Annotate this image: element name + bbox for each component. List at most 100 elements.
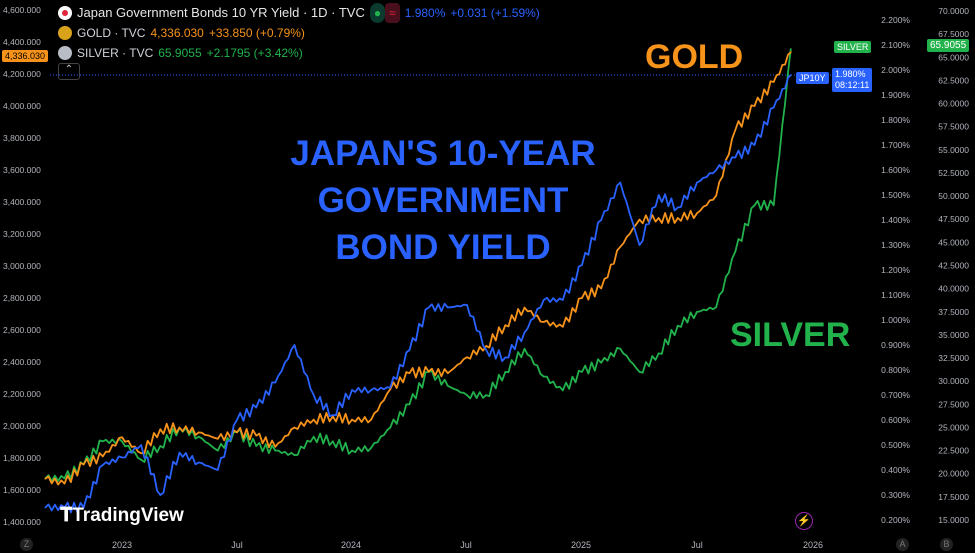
left-axis-tick: 1,600.000 [3,485,41,495]
left-axis-tick: 2,200.000 [3,389,41,399]
jp10y-point [44,506,47,509]
left-axis-tick: 3,000.000 [3,261,41,271]
log-scale-button[interactable]: B [940,538,953,551]
legend-jp-change: +0.031 (+1.59%) [450,6,540,20]
gold-point [236,431,238,434]
gold-point [44,478,47,480]
silver-point [63,477,66,480]
legend-silver-change: +2.1795 (+3.42%) [206,46,303,60]
x-axis-tick: 2025 [571,540,591,550]
jp-annotation: JAPAN'S 10-YEAR GOVERNMENT BOND YIELD [270,130,616,271]
jp10y-point [427,306,430,309]
gold-point [600,287,602,290]
gold-series-line [44,51,792,486]
gold-point [696,212,698,214]
tradingview-logo-icon: 𝐓 [60,505,73,526]
silver-point [677,324,679,327]
gold-point [408,372,411,375]
jp10y-point [408,349,411,351]
left-axis-tick: 3,400.000 [3,197,41,207]
jp10y-point [734,156,737,159]
silver-point [753,204,756,207]
right-axis-tick: 45.0000 [938,237,969,247]
gold-point [638,218,641,221]
gold-point [447,372,449,375]
silver-point [562,389,564,392]
gold-point [753,105,756,107]
gold-point [255,434,257,437]
right-axis-tick: 15.0000 [938,515,969,525]
delay-icon: ≈ [385,3,400,23]
jp-label-tag: JP10Y [796,72,829,84]
jp10y-point [600,219,602,221]
right-axis-tick: 55.0000 [938,145,969,155]
gold-point [427,370,430,373]
jp-annotation-line1: JAPAN'S 10-YEAR [290,134,596,173]
jp10y-point [485,349,487,351]
gold-point [562,326,564,328]
right-axis-tick: 60.0000 [938,99,969,109]
silver-point [274,449,277,452]
right-axis-tick: 35.0000 [938,330,969,340]
middle-axis-tick: 2.100% [881,40,910,50]
right-axis-tick: 65.0000 [938,52,969,62]
right-axis-tick: 22.5000 [938,446,969,456]
jp10y-point [255,406,257,409]
lightning-icon[interactable]: ⚡ [795,512,813,530]
legend-silver-title: SILVER · TVC [77,46,154,60]
silver-point [255,445,257,447]
silver-point [657,352,660,355]
left-axis-tick: 3,800.000 [3,133,41,143]
x-axis-tick: Jul [460,540,472,550]
jp10y-point [140,444,142,446]
middle-axis-tick: 0.900% [881,340,910,350]
jp10y-point [523,331,526,334]
silver-point [102,440,104,443]
silver-price-tag: 65.9055 [927,39,970,52]
japan-flag-icon [58,6,72,20]
logo-text: TradingView [72,505,184,526]
jp10y-series-line [44,74,792,514]
silver-point [772,204,775,207]
left-axis-tick: 3,200.000 [3,229,41,239]
jp10y-point [178,451,181,454]
right-axis-tick: 32.5000 [938,353,969,363]
gold-point [485,345,487,347]
legend-gold[interactable]: GOLD · TVC 4,336.030 +33.850 (+0.79%) [58,23,540,43]
middle-axis-tick: 2.200% [881,15,910,25]
legend: Japan Government Bonds 10 YR Yield · 1D … [58,3,540,63]
gold-point [523,306,526,309]
zoom-button[interactable]: Z [20,538,33,551]
jp10y-point [351,389,353,391]
jp10y-point [772,106,775,109]
auto-scale-button[interactable]: A [896,538,909,551]
gold-point [581,297,583,299]
collapse-legend-button[interactable]: ⌃ [58,63,80,80]
right-axis-tick: 57.5000 [938,122,969,132]
right-axis-tick: 17.5000 [938,492,969,502]
silver-point [504,371,507,373]
gold-point [178,426,181,429]
tradingview-logo[interactable]: 𝐓TradingView [60,505,184,527]
silver-point [447,385,449,387]
middle-axis-tick: 1.000% [881,315,910,325]
silver-point [197,435,200,438]
middle-axis-tick: 1.600% [881,165,910,175]
jp-price-tag: 1.980% 08:12:11 [832,68,873,92]
gold-point [504,324,507,327]
gold-icon [58,26,72,40]
silver-icon [58,46,72,60]
legend-jp10y[interactable]: Japan Government Bonds 10 YR Yield · 1D … [58,3,540,23]
jp10y-point [102,464,104,466]
jp10y-point [677,206,679,209]
gold-point [102,455,104,458]
silver-point [638,371,641,373]
jp-price: 1.980% [835,69,866,79]
legend-silver[interactable]: SILVER · TVC 65.9055 +2.1795 (+3.42%) [58,43,540,63]
gold-point [217,438,219,440]
jp10y-point [638,244,641,246]
silver-point [389,426,392,429]
jp10y-point [581,264,583,266]
